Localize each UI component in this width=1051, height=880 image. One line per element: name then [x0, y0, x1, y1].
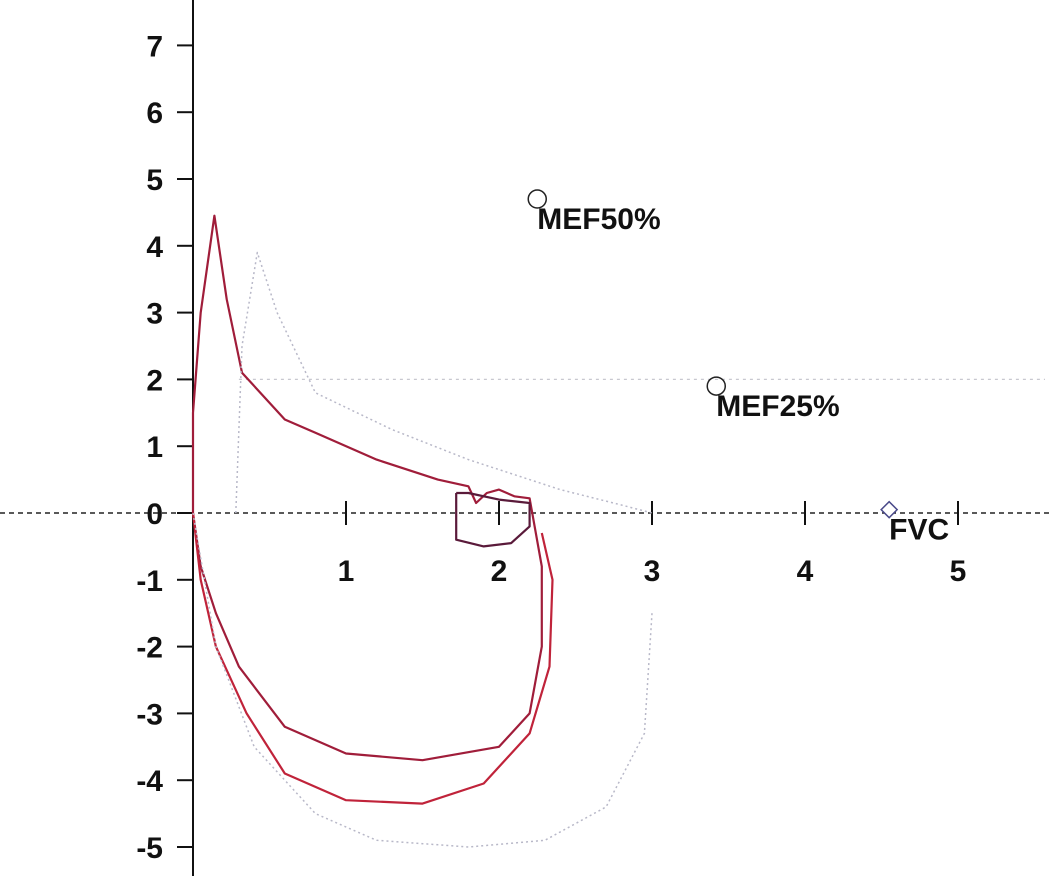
y-tick-label: 3	[146, 298, 163, 331]
y-tick-label: 5	[146, 164, 163, 197]
y-tick-label: 2	[146, 364, 163, 397]
series-line-1	[191, 214, 543, 762]
y-tick-label: -2	[136, 632, 163, 665]
annotation-marker-diamond	[880, 500, 899, 519]
x-tick-label: 1	[338, 555, 355, 588]
series-line-4	[235, 251, 653, 514]
annotation-label: MEF25%	[716, 390, 839, 423]
y-tick-label: 1	[146, 431, 163, 464]
series-line-3	[455, 491, 531, 548]
series-line-5	[192, 512, 653, 848]
x-tick-label: 5	[950, 555, 967, 588]
annotation-marker-circle	[527, 189, 547, 209]
y-tick-label: -1	[136, 565, 163, 598]
y-tick-label: -3	[136, 698, 163, 731]
x-tick-label: 4	[797, 555, 814, 588]
annotation-label: MEF50%	[537, 203, 660, 236]
y-tick-label: -5	[136, 832, 163, 865]
series-layer	[191, 214, 653, 848]
y-tick-label: 4	[146, 231, 163, 264]
y-tick-label: -4	[136, 765, 163, 798]
y-tick-label: 6	[146, 97, 163, 130]
x-tick-label: 2	[491, 555, 508, 588]
y-tick-label: 0	[146, 498, 163, 531]
annotation-label: FVC	[889, 514, 949, 547]
annotation-marker-circle	[706, 376, 727, 396]
x-tick-label: 3	[644, 555, 661, 588]
series-line-2	[191, 512, 554, 805]
annotation-layer: MEF50% MEF25% FVC	[527, 189, 949, 547]
y-tick-label: 7	[146, 30, 163, 63]
